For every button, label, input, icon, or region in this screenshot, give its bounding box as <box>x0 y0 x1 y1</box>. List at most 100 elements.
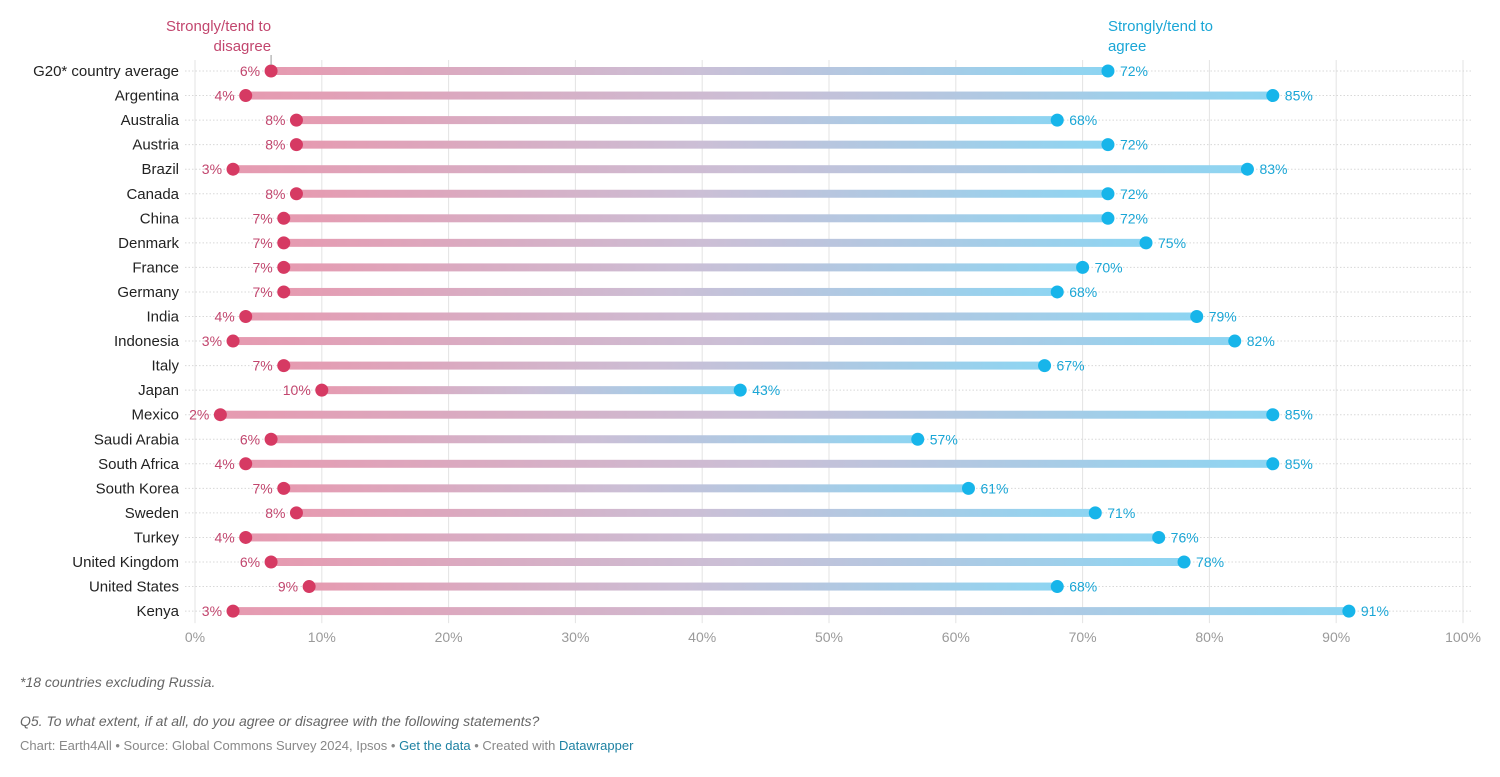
disagree-legend-label: disagree <box>214 38 272 55</box>
disagree-dot <box>264 432 278 446</box>
agree-value-label: 57% <box>930 431 958 447</box>
category-label: Sweden <box>125 505 179 522</box>
disagree-value-label: 10% <box>283 382 311 398</box>
agree-dot <box>1342 604 1356 618</box>
x-tick-label: 80% <box>1195 629 1223 645</box>
category-label: Australia <box>121 112 180 129</box>
range-bar <box>283 361 1045 370</box>
disagree-dot <box>226 334 240 348</box>
row: Kenya 3% 91% <box>136 603 1472 620</box>
agree-value-label: 72% <box>1120 210 1148 226</box>
disagree-value-label: 8% <box>265 186 285 202</box>
disagree-dot <box>213 408 227 422</box>
range-bar <box>233 165 1248 174</box>
disagree-dot <box>315 383 329 397</box>
disagree-dot <box>277 359 291 373</box>
row: G20* country average 6% 72% <box>33 63 1472 80</box>
disagree-value-label: 8% <box>265 505 285 521</box>
agree-value-label: 61% <box>980 480 1008 496</box>
row: United Kingdom 6% 78% <box>72 554 1472 571</box>
disagree-value-label: 4% <box>214 309 234 325</box>
category-label: Austria <box>132 137 179 154</box>
disagree-dot <box>239 89 253 103</box>
get-data-link[interactable]: Get the data <box>399 738 471 753</box>
range-bar <box>271 67 1108 75</box>
row: Austria 8% 72% <box>132 137 1472 154</box>
agree-value-label: 82% <box>1247 333 1275 349</box>
category-label: Canada <box>126 186 179 203</box>
agree-value-label: 75% <box>1158 235 1186 251</box>
agree-dot <box>1076 260 1090 274</box>
agree-dot <box>733 383 747 397</box>
agree-legend-label: Strongly/tend to <box>1108 18 1213 35</box>
row: Brazil 3% 83% <box>141 161 1472 178</box>
disagree-value-label: 3% <box>202 333 222 349</box>
range-bar <box>245 533 1159 542</box>
row: Turkey 4% 76% <box>134 529 1472 546</box>
disagree-value-label: 7% <box>253 259 273 275</box>
agree-value-label: 85% <box>1285 456 1313 472</box>
category-label: United States <box>89 579 179 596</box>
row: Canada 8% 72% <box>126 186 1472 203</box>
disagree-value-label: 2% <box>189 407 209 423</box>
agree-dot <box>1266 408 1280 422</box>
disagree-dot <box>239 310 253 323</box>
source-text: Chart: Earth4All • Source: Global Common… <box>20 738 400 753</box>
disagree-dot <box>277 260 291 274</box>
agree-value-label: 43% <box>752 382 780 398</box>
agree-legend-label: agree <box>1108 38 1146 55</box>
range-bar <box>296 508 1096 517</box>
category-label: Indonesia <box>114 333 180 350</box>
row: Indonesia 3% 82% <box>114 333 1472 350</box>
range-bar <box>245 312 1197 321</box>
agree-dot <box>1050 285 1064 299</box>
agree-dot <box>1101 64 1115 78</box>
row: Sweden 8% 71% <box>125 505 1472 522</box>
row: Argentina 4% 85% <box>115 88 1472 105</box>
category-label: Turkey <box>134 529 180 546</box>
category-label: Argentina <box>115 88 180 105</box>
agree-value-label: 72% <box>1120 63 1148 79</box>
x-tick-label: 60% <box>942 629 970 645</box>
disagree-value-label: 6% <box>240 554 260 570</box>
range-bar <box>296 116 1058 125</box>
disagree-dot <box>277 236 291 250</box>
disagree-value-label: 3% <box>202 161 222 177</box>
disagree-dot <box>277 481 291 495</box>
agree-dot <box>1088 506 1102 520</box>
row: China 7% 72% <box>140 210 1472 227</box>
agree-value-label: 72% <box>1120 186 1148 202</box>
category-label: South Korea <box>96 480 180 497</box>
agree-value-label: 68% <box>1069 579 1097 595</box>
category-label: Brazil <box>141 161 179 178</box>
row: France 7% 70% <box>132 259 1472 276</box>
agree-value-label: 68% <box>1069 112 1097 128</box>
agree-dot <box>1101 211 1115 225</box>
disagree-dot <box>226 162 240 176</box>
disagree-dot <box>302 580 316 594</box>
row: Australia 8% 68% <box>121 112 1472 129</box>
disagree-dot <box>226 604 240 618</box>
agree-dot <box>1139 236 1153 250</box>
disagree-value-label: 6% <box>240 63 260 79</box>
survey-question: Q5. To what extent, if at all, do you ag… <box>20 713 540 729</box>
range-bar <box>283 484 969 493</box>
agree-value-label: 79% <box>1209 309 1237 325</box>
row: Mexico 2% 85% <box>131 407 1472 424</box>
row: South Korea 7% 61% <box>96 480 1472 497</box>
agree-value-label: 83% <box>1259 161 1287 177</box>
agree-dot <box>1228 334 1242 348</box>
range-bar <box>283 263 1083 272</box>
disagree-dot <box>264 555 278 569</box>
range-bar <box>283 214 1108 223</box>
disagree-dot <box>239 457 253 471</box>
range-bar <box>245 91 1273 100</box>
category-label: Denmark <box>118 235 179 252</box>
range-bar <box>271 435 918 444</box>
category-label: India <box>146 309 179 326</box>
disagree-value-label: 4% <box>214 456 234 472</box>
disagree-dot <box>289 187 303 201</box>
datawrapper-link[interactable]: Datawrapper <box>559 738 634 753</box>
agree-dot <box>911 432 925 446</box>
disagree-value-label: 8% <box>265 137 285 153</box>
